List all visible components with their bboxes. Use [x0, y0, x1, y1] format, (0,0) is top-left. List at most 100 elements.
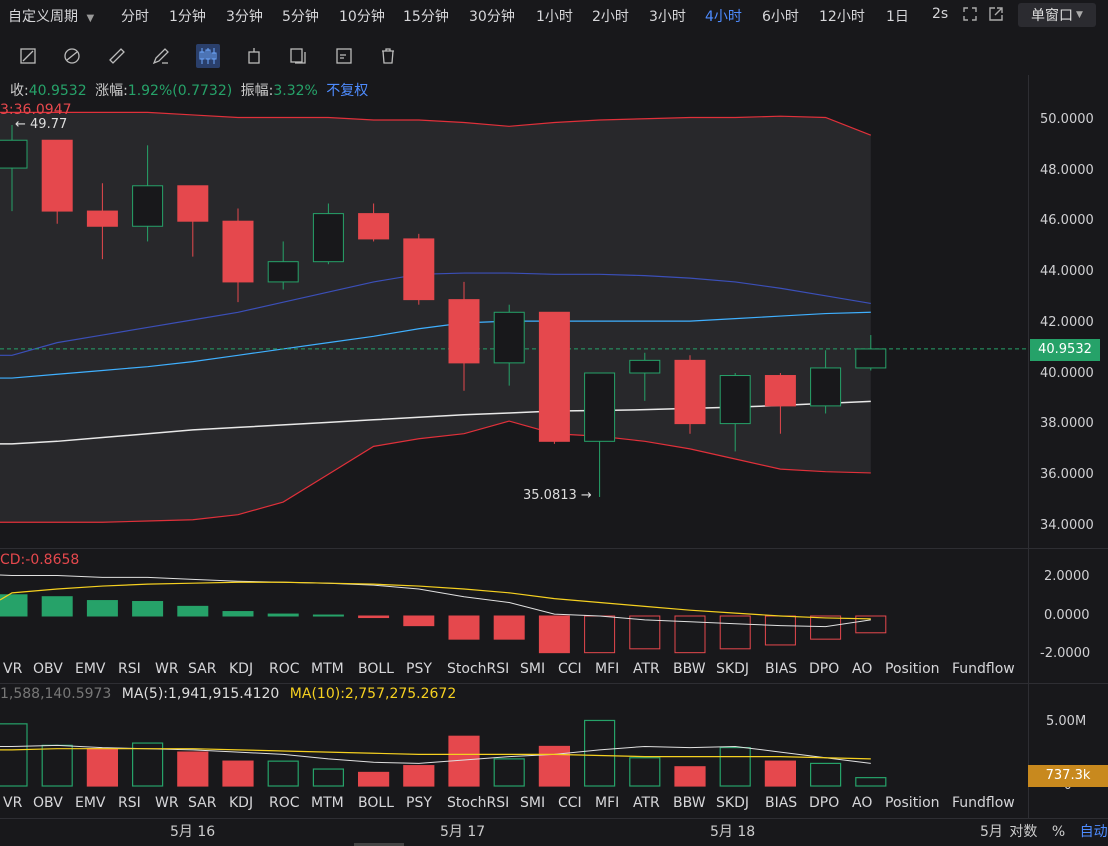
macd-bar: [267, 613, 299, 617]
tab-vr[interactable]: VR: [3, 795, 23, 811]
tab-mfi[interactable]: MFI: [595, 661, 620, 677]
tab-ao[interactable]: AO: [852, 795, 873, 811]
tab-dpo[interactable]: DPO: [809, 795, 840, 811]
timeframe-8[interactable]: 2小时: [592, 9, 629, 25]
timeframe-1[interactable]: 1分钟: [169, 9, 206, 25]
log-scale-toggle[interactable]: 对数: [1009, 824, 1038, 840]
tab-fundflow[interactable]: Fundflow: [952, 795, 1015, 811]
tab-fundflow[interactable]: Fundflow: [952, 661, 1015, 677]
tab-wr[interactable]: WR: [155, 795, 179, 811]
timeframe-2[interactable]: 3分钟: [226, 9, 263, 25]
tab-atr[interactable]: ATR: [633, 661, 660, 677]
interval-selector[interactable]: 2s: [932, 6, 949, 22]
tab-position[interactable]: Position: [885, 661, 940, 677]
tab-mtm[interactable]: MTM: [311, 795, 344, 811]
tab-roc[interactable]: ROC: [269, 661, 300, 677]
tab-wr[interactable]: WR: [155, 661, 179, 677]
tab-obv[interactable]: OBV: [33, 795, 63, 811]
custom-period-dropdown[interactable]: 自定义周期 ▼: [8, 6, 94, 26]
tab-smi[interactable]: SMI: [520, 795, 546, 811]
timeframe-5[interactable]: 15分钟: [403, 9, 449, 25]
macd-bar: [855, 615, 887, 634]
timeframe-4[interactable]: 10分钟: [339, 9, 385, 25]
ray-tool-icon[interactable]: [61, 45, 83, 67]
indicator-tabs-bottom: VR OBV EMV RSI WR SAR KDJ ROC MTM BOLL PSY StochRSI…: [0, 795, 1028, 815]
timeframe-10[interactable]: 4小时: [705, 9, 742, 25]
pen-tool-icon[interactable]: [150, 45, 172, 67]
candle-body: [177, 185, 209, 222]
timeframe-13[interactable]: 1日: [886, 9, 909, 25]
tab-roc[interactable]: ROC: [269, 795, 300, 811]
tab-boll[interactable]: BOLL: [358, 795, 394, 811]
tab-atr[interactable]: ATR: [633, 795, 660, 811]
timeframe-0[interactable]: 分时: [121, 9, 149, 25]
amplitude-value: 3.32%: [273, 83, 318, 99]
tab-mtm[interactable]: MTM: [311, 661, 344, 677]
close-label: 收:: [10, 83, 29, 99]
timeframe-12[interactable]: 12小时: [819, 9, 865, 25]
tab-kdj[interactable]: KDJ: [229, 795, 254, 811]
candle-body: [86, 210, 118, 227]
tab-ao[interactable]: AO: [852, 661, 873, 677]
ruler-tool-icon[interactable]: [106, 45, 128, 67]
tab-sar[interactable]: SAR: [188, 661, 217, 677]
tab-emv[interactable]: EMV: [75, 795, 106, 811]
candle-type-icon[interactable]: [196, 44, 220, 68]
edit-tool-icon[interactable]: [333, 45, 355, 67]
timeframe-6[interactable]: 30分钟: [469, 9, 515, 25]
tab-stochrsi[interactable]: StochRSI: [447, 661, 510, 677]
trash-icon[interactable]: [377, 45, 399, 67]
tab-stochrsi[interactable]: StochRSI: [447, 795, 510, 811]
tab-cci[interactable]: CCI: [558, 661, 582, 677]
macd-bar: [358, 615, 390, 619]
popout-icon[interactable]: [988, 6, 1004, 22]
price-stats: 收:40.9532 涨幅:1.92%(0.7732) 振幅:3.32% 不复权: [10, 80, 368, 100]
timeframe-11[interactable]: 6小时: [762, 9, 799, 25]
tab-rsi[interactable]: RSI: [118, 795, 141, 811]
volume-bar: [719, 746, 751, 787]
timeframe-3[interactable]: 5分钟: [282, 9, 319, 25]
copy-tool-icon[interactable]: [287, 45, 309, 67]
price-tick: 38.0000: [1040, 416, 1094, 432]
tab-rsi[interactable]: RSI: [118, 661, 141, 677]
tab-smi[interactable]: SMI: [520, 661, 546, 677]
macd-bar: [584, 615, 616, 654]
tab-sar[interactable]: SAR: [188, 795, 217, 811]
boll-upper-line: [0, 111, 872, 136]
tab-psy[interactable]: PSY: [406, 661, 432, 677]
tab-mfi[interactable]: MFI: [595, 795, 620, 811]
tab-skdj[interactable]: SKDJ: [716, 795, 749, 811]
tab-skdj[interactable]: SKDJ: [716, 661, 749, 677]
tab-cci[interactable]: CCI: [558, 795, 582, 811]
tab-dpo[interactable]: DPO: [809, 661, 840, 677]
tab-position[interactable]: Position: [885, 795, 940, 811]
tab-obv[interactable]: OBV: [33, 661, 63, 677]
tab-psy[interactable]: PSY: [406, 795, 432, 811]
auto-scale-toggle[interactable]: 自动: [1079, 824, 1108, 840]
boll-band-fill: [0, 112, 871, 523]
volume-bar: [132, 742, 164, 787]
tab-bias[interactable]: BIAS: [765, 795, 798, 811]
percent-toggle[interactable]: %: [1051, 824, 1066, 840]
candle-body: [855, 348, 887, 369]
tab-kdj[interactable]: KDJ: [229, 661, 254, 677]
scroll-handle[interactable]: [354, 843, 404, 846]
candle-body: [538, 311, 570, 442]
tab-bbw[interactable]: BBW: [673, 661, 706, 677]
indicator-tool-icon[interactable]: [243, 45, 265, 67]
tab-boll[interactable]: BOLL: [358, 661, 394, 677]
tab-emv[interactable]: EMV: [75, 661, 106, 677]
tab-vr[interactable]: VR: [3, 661, 23, 677]
window-mode-dropdown[interactable]: 单窗口 ▼: [1018, 3, 1096, 27]
tab-bbw[interactable]: BBW: [673, 795, 706, 811]
volume-bar: [403, 765, 435, 787]
macd-bar: [538, 615, 570, 654]
candle-body: [448, 299, 480, 364]
line-tool-icon[interactable]: [17, 45, 39, 67]
fullscreen-icon[interactable]: [962, 6, 978, 22]
adjust-toggle[interactable]: 不复权: [326, 83, 369, 99]
tab-bias[interactable]: BIAS: [765, 661, 798, 677]
timeframe-7[interactable]: 1小时: [536, 9, 573, 25]
timeframe-9[interactable]: 3小时: [649, 9, 686, 25]
